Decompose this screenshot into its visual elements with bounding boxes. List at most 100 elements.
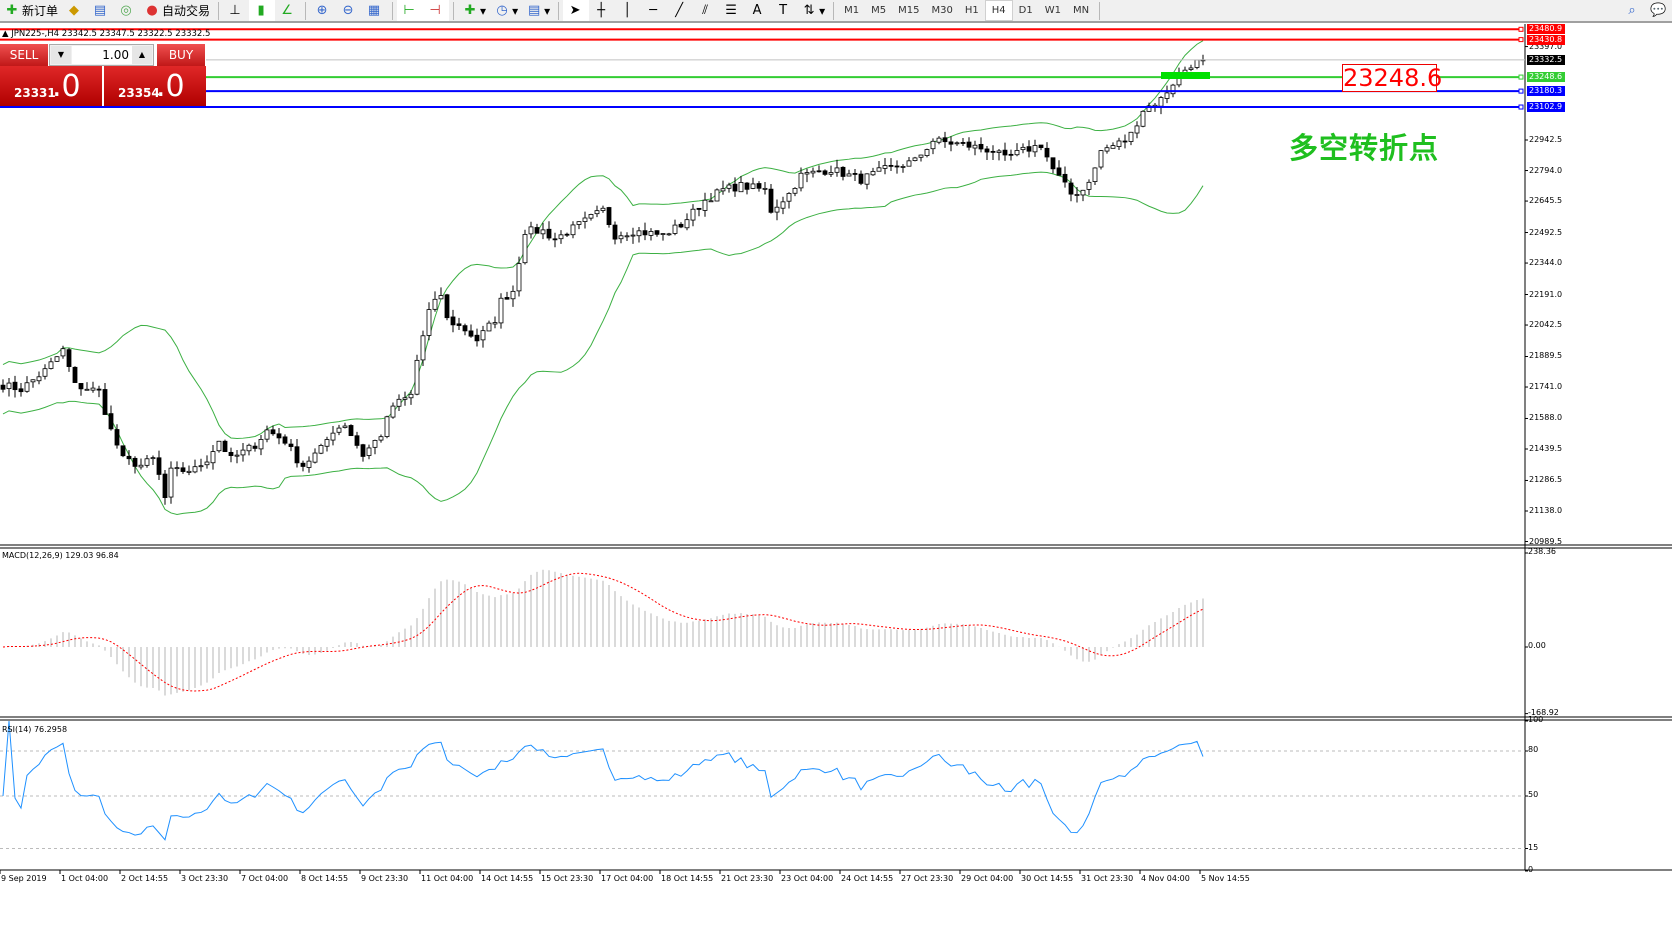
tile-windows-button[interactable]: ▦ (362, 0, 388, 21)
horizontal-line-button[interactable]: ─ (641, 0, 667, 21)
lot-size-stepper[interactable]: ▼ ▲ (49, 44, 154, 66)
bull-candle (258, 439, 264, 450)
timeframe-m30[interactable]: M30 (931, 5, 953, 16)
level-price-label: 23180.3 (1527, 86, 1565, 97)
bear-candle (468, 330, 474, 337)
line-chart-icon: ∠ (281, 2, 293, 18)
candlestick-button[interactable]: ▮ (249, 0, 276, 21)
time-tick-label: 11 Oct 04:00 (421, 874, 474, 883)
time-tick-label: 3 Oct 23:30 (181, 874, 229, 883)
bull-candle (720, 188, 726, 192)
bull-candle (762, 187, 768, 190)
toolbar-separator (1099, 1, 1101, 20)
bear-candle (642, 230, 648, 236)
price-tick-label: 22344.0 (1529, 258, 1563, 268)
signal-price-label[interactable]: 23248.6 (1342, 64, 1443, 92)
bull-candle (240, 449, 246, 456)
bear-candle (822, 170, 828, 175)
fibonacci-button[interactable]: ☰ (719, 0, 745, 21)
sell-button[interactable]: SELL (0, 44, 48, 66)
lot-decrease-button[interactable]: ▼ (51, 46, 71, 64)
bull-candle (540, 229, 546, 235)
timeframe-m5[interactable]: M5 (871, 5, 887, 16)
turning-point-annotation[interactable]: 多空转折点 (1289, 131, 1440, 165)
level-handle (1518, 37, 1524, 43)
text-button[interactable]: A (745, 0, 771, 21)
bear-candle (888, 164, 894, 167)
new-order-button[interactable]: ✚ 新订单 (0, 0, 62, 21)
text-label-icon: T (779, 2, 788, 18)
search-button[interactable]: ⌕ (1620, 0, 1646, 21)
market-watch-button[interactable]: ▤ (88, 0, 114, 21)
periods-button[interactable]: ◷ ▾ (490, 0, 522, 21)
bar-chart-button[interactable]: ⊥ (223, 0, 249, 21)
timeframe-h4[interactable]: H4 (984, 0, 1013, 21)
line-chart-button[interactable]: ∠ (275, 0, 301, 21)
zoom-in-button[interactable]: ⊕ (310, 0, 336, 21)
rsi-tick-label: 100 (1528, 715, 1544, 724)
bear-candle (228, 451, 234, 456)
templates-button[interactable]: ▤ ▾ (527, 2, 551, 18)
price-tick-label: 22042.5 (1529, 320, 1563, 330)
bear-candle (456, 323, 462, 326)
market-watch-icon: ▤ (93, 2, 107, 18)
sell-price-button[interactable]: 23331 .0 (0, 66, 102, 106)
bear-candle (12, 381, 18, 391)
bear-candle (282, 436, 288, 444)
autoscroll-button[interactable]: ⊢ (397, 0, 424, 21)
bull-candle (306, 460, 312, 468)
cursor-button[interactable]: ➤ (563, 0, 590, 21)
chart-shift-button[interactable]: ⊣ (423, 0, 450, 21)
timeframe-h1[interactable]: H1 (964, 5, 979, 16)
timeframe-m15[interactable]: M15 (898, 5, 920, 16)
history-center-button[interactable]: ◆ (62, 0, 88, 21)
indicators-button[interactable]: ✚ ▾ (458, 0, 490, 21)
equidistant-channel-button[interactable]: ⫽ (693, 0, 719, 21)
lot-increase-button[interactable]: ▲ (132, 46, 152, 64)
bull-candle (390, 405, 396, 418)
bull-candle (1134, 125, 1140, 134)
buy-button[interactable]: BUY (157, 44, 205, 66)
crosshair-button[interactable]: ┼ (589, 0, 615, 21)
toolbar-separator (558, 1, 560, 20)
bull-candle (804, 172, 810, 175)
signal-marker (1161, 72, 1210, 79)
bear-candle (132, 457, 138, 467)
text-label-button[interactable]: T (771, 0, 797, 21)
bull-candle (384, 416, 390, 437)
new-order-label: 新订单 (22, 4, 59, 18)
vertical-line-button[interactable]: │ (615, 0, 641, 21)
bull-candle (636, 230, 642, 237)
buy-price-button[interactable]: 23354 .0 (104, 66, 206, 106)
bear-candle (978, 143, 984, 150)
trendline-button[interactable]: ╱ (667, 0, 693, 21)
arrows-button[interactable]: ⇅ ▾ (797, 0, 829, 21)
timeframe-m1[interactable]: M1 (844, 5, 860, 16)
collapse-icon[interactable]: ▲ (2, 29, 9, 39)
timeframe-d1[interactable]: D1 (1018, 5, 1033, 16)
bull-candle (648, 231, 654, 236)
level-handle (1518, 88, 1524, 94)
bull-candle (150, 457, 156, 460)
chat-button[interactable]: 💬 (1646, 0, 1672, 21)
zoom-out-button[interactable]: ⊖ (336, 0, 362, 21)
buy-price-fraction: .0 (156, 69, 185, 104)
auto-trading-button[interactable]: ● 自动交易 (140, 0, 214, 21)
time-tick-label: 21 Oct 23:30 (721, 874, 774, 883)
time-tick-label: 9 Oct 23:30 (361, 874, 409, 883)
time-tick-label: 17 Oct 04:00 (601, 874, 654, 883)
bear-candle (894, 165, 900, 168)
signals-button[interactable]: ◎ (114, 0, 140, 21)
bear-candle (552, 238, 558, 241)
level-price-label: 23430.8 (1527, 34, 1565, 45)
auto-trading-icon: ● (146, 2, 158, 18)
bull-candle (786, 193, 792, 202)
timeframe-w1[interactable]: W1 (1044, 5, 1061, 16)
timeframe-mn[interactable]: MN (1072, 5, 1090, 16)
time-tick-label: 8 Oct 14:55 (301, 874, 349, 883)
bull-candle (372, 440, 378, 448)
bull-candle (426, 309, 432, 336)
chat-icon: 💬 (1650, 2, 1667, 18)
lot-size-input[interactable] (72, 46, 132, 64)
